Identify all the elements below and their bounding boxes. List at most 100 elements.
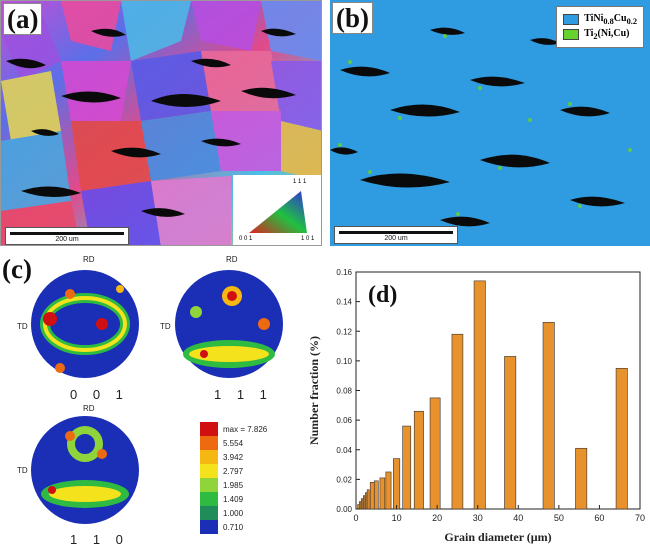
panel-c-pole-figures: (c) RD TD 0 0 1 RD TD 1 1 1 RD TD 1 1	[0, 252, 300, 547]
bar	[385, 471, 392, 510]
bar	[542, 322, 555, 510]
panel-a-scale-bar: 200 um	[5, 227, 129, 245]
bar	[402, 425, 412, 510]
colorbar-label: 2.797	[223, 466, 244, 476]
colorbar-row: 2.797	[200, 464, 267, 478]
y-tick-label: 0.10	[336, 357, 352, 366]
x-axis-label: Grain diameter (μm)	[444, 530, 551, 544]
x-tick-label: 70	[635, 513, 645, 523]
colorbar-row: 1.000	[200, 506, 267, 520]
bar	[393, 458, 401, 510]
y-tick-label: 0.12	[336, 327, 352, 336]
pf-110-td-label: TD	[17, 466, 28, 475]
colorbar-swatch	[200, 450, 218, 464]
ipf-key-right-label: 1 0 1	[301, 236, 315, 242]
colorbar-row: max = 7.826	[200, 422, 267, 436]
colorbar-row: 5.554	[200, 436, 267, 450]
colorbar-label: 1.985	[223, 480, 244, 490]
colorbar-swatch	[200, 506, 218, 520]
legend-swatch-matrix	[563, 14, 580, 25]
y-tick-label: 0.16	[336, 268, 352, 277]
colorbar-swatch	[200, 520, 218, 534]
legend-swatch-precipitate	[563, 29, 580, 40]
bar	[615, 367, 628, 510]
pf-110-rd-label: RD	[83, 404, 95, 413]
colorbar-label: 1.409	[223, 494, 244, 504]
x-tick-label: 60	[594, 513, 604, 523]
x-tick-label: 10	[392, 513, 402, 523]
bar	[358, 501, 362, 510]
legend-label-matrix: TiNi0.8Cu0.2	[584, 13, 637, 26]
x-tick-label: 50	[554, 513, 564, 523]
y-tick-label: 0.04	[336, 446, 352, 455]
bar	[451, 333, 464, 510]
y-axis-label: Number fraction (%)	[307, 336, 321, 445]
ipf-key-box	[233, 175, 321, 245]
bar	[369, 482, 375, 510]
colorbar-swatch	[200, 478, 218, 492]
x-tick-label: 30	[473, 513, 483, 523]
bar	[429, 397, 441, 510]
y-tick-label: 0.08	[336, 387, 352, 396]
panel-d-grain-size-chart: 0 10 20 30 40 50 60 70 0.00 0.02 0.04 0.06 0.08 0.10 0…	[300, 252, 650, 547]
colorbar-row: 1.985	[200, 478, 267, 492]
x-tick-label: 20	[432, 513, 442, 523]
bar	[473, 280, 486, 510]
pole-figure-110	[31, 416, 139, 524]
x-tick-label: 40	[513, 513, 523, 523]
grain-size-bar-chart: 0 10 20 30 40 50 60 70 0.00 0.02 0.04 0.06 0.08 0.10 0…	[307, 268, 645, 544]
intensity-colorbar: max = 7.826 5.554 3.942 2.797 1.985 1.40…	[200, 422, 267, 534]
colorbar-row: 0.710	[200, 520, 267, 534]
panel-b-phase-map: (b) TiNi0.8Cu0.2 Ti2(Ni,Cu) 200 um	[330, 0, 650, 246]
ipf-key-top-label: 1 1 1	[293, 179, 307, 185]
y-tick-label: 0.14	[336, 298, 352, 307]
colorbar-label: 1.000	[223, 508, 244, 518]
panel-d-label: (d)	[368, 282, 397, 308]
legend-item-precipitate: Ti2(Ni,Cu)	[563, 28, 637, 41]
colorbar-row: 3.942	[200, 450, 267, 464]
y-tick-label: 0.06	[336, 416, 352, 425]
legend-item-matrix: TiNi0.8Cu0.2	[563, 13, 637, 26]
colorbar-label: 3.942	[223, 452, 244, 462]
colorbar-swatch	[200, 464, 218, 478]
pole-figure-111	[175, 270, 283, 378]
panel-b-scale-bar: 200 um	[334, 226, 458, 244]
pf-001-rd-label: RD	[83, 255, 95, 264]
panel-a-label: (a)	[3, 3, 43, 35]
x-tick-label: 0	[353, 513, 358, 523]
bar	[379, 477, 386, 510]
pf-111-td-label: TD	[160, 322, 171, 331]
bar	[504, 356, 517, 510]
phase-legend: TiNi0.8Cu0.2 Ti2(Ni,Cu)	[556, 6, 644, 48]
bar	[360, 498, 364, 510]
panel-a-scale-text: 200 um	[55, 236, 79, 243]
colorbar-label: 0.710	[223, 522, 244, 532]
panel-b-scale-text: 200 um	[384, 235, 408, 242]
colorbar-row: 1.409	[200, 492, 267, 506]
colorbar-label: max = 7.826	[223, 424, 268, 434]
phase-map-image	[330, 0, 650, 246]
colorbar-label: 5.554	[223, 438, 244, 448]
bar	[373, 480, 379, 510]
pf-110-name: 1 1 0	[70, 532, 129, 547]
panel-c-label: (c)	[2, 254, 32, 284]
pf-111-name: 1 1 1	[214, 387, 273, 402]
bar	[413, 410, 424, 510]
ipf-key-triangle	[249, 191, 307, 233]
colorbar-swatch	[200, 492, 218, 506]
ipf-key-left-label: 0 0 1	[239, 236, 253, 242]
y-tick-label: 0.02	[336, 475, 352, 484]
pf-001-td-label: TD	[17, 322, 28, 331]
legend-label-precipitate: Ti2(Ni,Cu)	[584, 28, 630, 41]
pf-001-name: 0 0 1	[70, 387, 129, 402]
bar	[366, 489, 370, 510]
bar	[365, 492, 368, 510]
colorbar-swatch	[200, 436, 218, 450]
pole-figure-001	[31, 270, 139, 378]
bar	[363, 495, 366, 510]
bar	[575, 447, 588, 510]
ipf-map-image	[1, 1, 321, 245]
y-tick-label: 0.00	[336, 505, 352, 514]
panel-a-ipf-map: (a) 1 1 1 0 0 1 1 0 1 200 um	[0, 0, 322, 246]
pf-111-rd-label: RD	[226, 255, 238, 264]
